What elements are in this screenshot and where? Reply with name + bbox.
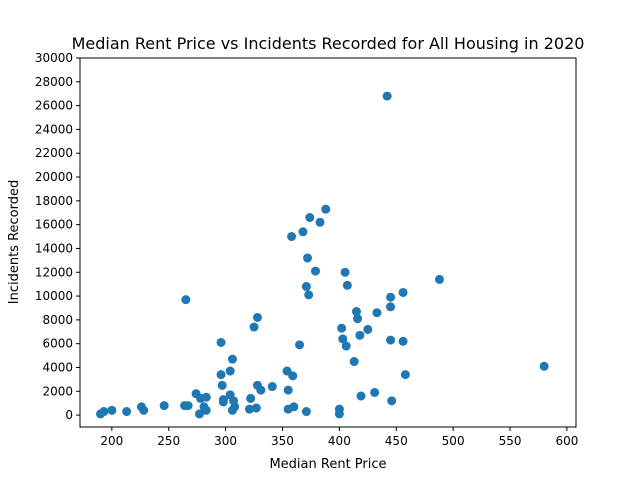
data-point	[315, 217, 325, 227]
y-tick-label: 12000	[35, 265, 73, 279]
data-point	[230, 402, 240, 412]
data-point	[386, 292, 396, 302]
data-point	[338, 334, 348, 344]
data-point	[289, 402, 299, 412]
data-point	[386, 335, 396, 345]
scatter-points	[95, 91, 549, 419]
data-point	[342, 280, 352, 290]
data-point	[301, 282, 311, 292]
data-point	[218, 395, 228, 405]
data-point	[201, 405, 211, 415]
data-point	[321, 204, 331, 214]
x-tick-label: 450	[385, 434, 408, 448]
data-point	[216, 370, 226, 380]
data-point	[183, 401, 193, 411]
data-point	[387, 396, 397, 406]
y-axis-label: Incidents Recorded	[7, 180, 22, 305]
chart-title: Median Rent Price vs Incidents Recorded …	[72, 34, 585, 53]
data-point	[363, 324, 373, 334]
data-point	[99, 407, 109, 417]
data-point	[283, 385, 293, 395]
data-point	[370, 387, 380, 397]
x-tick-label: 300	[214, 434, 237, 448]
data-point	[353, 314, 363, 324]
y-tick-label: 26000	[35, 99, 73, 113]
data-point	[159, 401, 169, 411]
data-point	[122, 407, 132, 417]
y-tick-label: 4000	[42, 360, 73, 374]
x-axis-label: Median Rent Price	[269, 457, 386, 472]
y-tick-label: 20000	[35, 170, 73, 184]
data-point	[295, 340, 305, 350]
x-tick-label: 500	[442, 434, 465, 448]
data-point	[334, 409, 344, 419]
y-tick-label: 14000	[35, 241, 73, 255]
data-point	[398, 287, 408, 297]
data-point	[386, 302, 396, 312]
data-point	[225, 366, 235, 376]
data-point	[372, 308, 382, 318]
y-tick-label: 24000	[35, 122, 73, 136]
plot-frame	[79, 57, 577, 428]
data-point	[227, 354, 237, 364]
data-point	[310, 266, 320, 276]
x-axis: 200 250 300 350 400 450 500 550 600	[100, 427, 578, 448]
data-point	[216, 337, 226, 347]
x-tick-label: 600	[555, 434, 578, 448]
data-point	[181, 295, 191, 305]
y-tick-label: 28000	[35, 75, 73, 89]
data-point	[304, 290, 314, 300]
data-point	[539, 361, 549, 371]
data-point	[287, 232, 297, 242]
data-point	[288, 371, 298, 381]
y-tick-label: 6000	[42, 337, 73, 351]
data-point	[301, 407, 311, 417]
data-point	[246, 393, 256, 403]
data-point	[341, 341, 351, 351]
y-tick-label: 18000	[35, 194, 73, 208]
x-tick-label: 200	[100, 434, 123, 448]
data-point	[217, 380, 227, 390]
data-point	[303, 253, 313, 263]
data-point	[340, 267, 350, 277]
data-point	[267, 382, 277, 392]
data-point	[349, 357, 359, 367]
y-tick-label: 30000	[35, 51, 73, 65]
y-tick-label: 2000	[42, 384, 73, 398]
y-tick-label: 16000	[35, 218, 73, 232]
data-point	[305, 213, 315, 223]
data-point	[398, 336, 408, 346]
data-point	[434, 274, 444, 284]
data-point	[139, 405, 149, 415]
data-point	[382, 91, 392, 101]
y-tick-label: 0	[65, 408, 73, 422]
data-point	[298, 227, 308, 237]
x-tick-label: 550	[499, 434, 522, 448]
x-tick-label: 400	[328, 434, 351, 448]
data-point	[245, 404, 255, 414]
x-tick-label: 350	[271, 434, 294, 448]
data-point	[252, 312, 262, 322]
data-point	[194, 409, 204, 419]
y-tick-label: 22000	[35, 146, 73, 160]
data-point	[251, 403, 261, 413]
data-point	[351, 307, 361, 317]
data-point	[107, 405, 117, 415]
y-axis: 0 2000 4000 6000 8000 10000 12000 14000 16000 180…	[35, 51, 80, 422]
data-point	[249, 322, 259, 332]
x-tick-label: 250	[157, 434, 180, 448]
data-point	[356, 391, 366, 401]
y-tick-label: 8000	[42, 313, 73, 327]
data-point	[400, 370, 410, 380]
data-point	[256, 385, 266, 395]
data-point	[337, 323, 347, 333]
data-point	[201, 392, 211, 402]
data-point	[355, 330, 365, 340]
y-tick-label: 10000	[35, 289, 73, 303]
